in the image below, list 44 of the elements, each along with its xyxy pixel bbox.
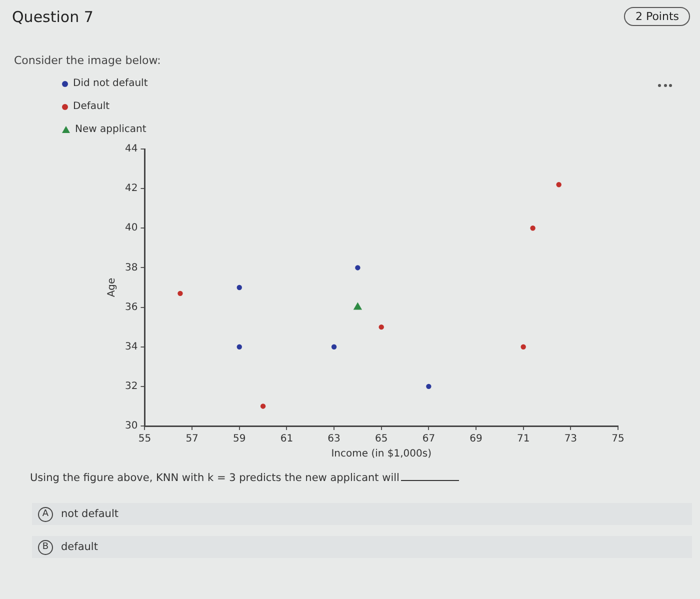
legend-label: Default: [73, 101, 110, 112]
x-tick-label: 55: [138, 434, 152, 445]
point: [236, 284, 242, 290]
point: [260, 404, 266, 409]
legend-label: New applicant: [75, 124, 146, 135]
x-tick-label: 61: [280, 434, 294, 445]
point: [355, 265, 360, 270]
x-tick-label: 71: [516, 434, 530, 445]
x-tick-label: 65: [374, 434, 388, 445]
text: Using the figure above, KNN with k = 3 predicts the new applicant will: [30, 472, 400, 484]
y-tick-label: 36: [124, 302, 138, 313]
x-tick-label: 75: [612, 434, 624, 445]
legend-label: Did not default: [73, 78, 148, 89]
chart-title: Question 7: [12, 8, 94, 26]
chart-subtitle: Consider the image below:: [14, 54, 161, 67]
x-tick-label: 63: [328, 434, 340, 445]
x-axis-title: Income (in $1,000s): [331, 448, 432, 460]
text: B: [38, 540, 53, 554]
x-tick-label: 67: [422, 434, 436, 445]
text: default: [61, 541, 98, 553]
y-tick-label: 42: [124, 183, 138, 194]
y-tick-label: 40: [124, 222, 138, 234]
point: [331, 344, 337, 350]
point: [426, 384, 432, 390]
text: 2 Points: [624, 7, 690, 26]
x-tick-label: 69: [470, 434, 482, 445]
point: [520, 344, 526, 350]
y-tick-label: 38: [124, 262, 138, 274]
point: [236, 344, 242, 350]
point: [178, 290, 183, 296]
text: A: [38, 506, 53, 522]
y-axis-title: Age: [106, 278, 118, 298]
x-tick-label: 57: [186, 434, 198, 445]
text: not default: [61, 508, 118, 520]
point: [530, 226, 536, 231]
x-tick-label: 73: [564, 434, 578, 445]
y-tick-label: 32: [124, 381, 138, 392]
y-tick-label: 34: [124, 341, 138, 352]
point: [378, 324, 384, 330]
y-tick-label: 44: [124, 144, 138, 155]
y-tick-label: 30: [124, 420, 138, 432]
point: [353, 302, 362, 310]
point: [556, 182, 562, 188]
x-tick-label: 59: [233, 434, 246, 445]
